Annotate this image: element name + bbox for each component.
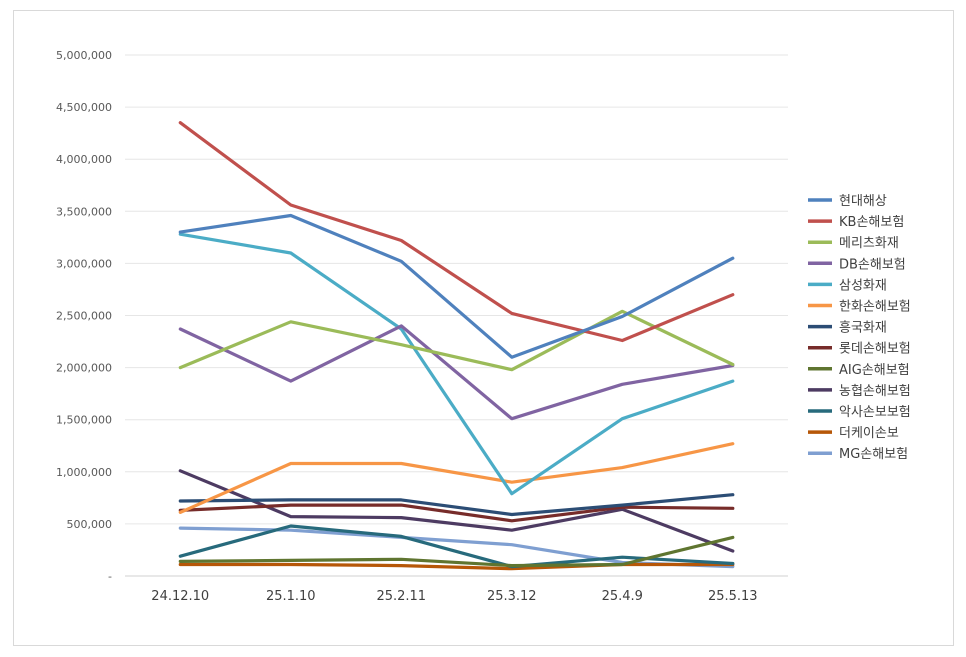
series-line	[178, 232, 735, 496]
y-tick-label: -	[108, 570, 112, 583]
legend-label: 더케이손보	[839, 426, 899, 441]
x-tick-label: 25.2.11	[376, 589, 426, 604]
series-lines	[178, 121, 735, 571]
series-line	[178, 535, 735, 568]
x-tick-label: 24.12.10	[151, 589, 209, 604]
x-tick-label: 25.1.10	[266, 589, 316, 604]
legend-label: 악사손보보험	[839, 405, 911, 420]
y-tick-label: 4,500,000	[56, 101, 112, 114]
legend-label: 메리츠화재	[839, 236, 899, 251]
x-tick-label: 25.4.9	[602, 589, 643, 604]
y-tick-label: 500,000	[67, 518, 113, 531]
y-tick-label: 4,000,000	[56, 153, 112, 166]
series-line	[178, 442, 735, 515]
legend-label: 현대해상	[839, 194, 887, 209]
legend-label: KB손해보험	[839, 215, 904, 230]
series-line	[178, 309, 735, 372]
series-line	[178, 493, 735, 517]
y-tick-label: 1,500,000	[56, 414, 112, 427]
chart-frame	[13, 10, 954, 646]
series-line	[178, 213, 735, 359]
legend-label: 흥국화재	[839, 321, 887, 336]
legend-label: 롯데손해보험	[839, 342, 911, 357]
series-line	[178, 503, 735, 523]
legend-label: 농협손해보험	[839, 384, 911, 399]
y-tick-label: 3,500,000	[56, 205, 112, 218]
legend-label: AIG손해보험	[839, 363, 910, 378]
x-axis-ticks: 24.12.10 25.1.10 25.2.11 25.3.12 25.4.9 25.5.…	[151, 589, 757, 604]
legend-label: 한화손해보험	[839, 300, 911, 315]
legend-label: DB손해보험	[839, 257, 906, 272]
y-tick-label: 1,000,000	[56, 466, 112, 479]
y-tick-label: 2,500,000	[56, 310, 112, 323]
series-line	[178, 562, 735, 571]
legend-label: 삼성화재	[839, 278, 887, 293]
series-line	[178, 121, 735, 343]
gridlines	[125, 54, 788, 577]
series-line	[178, 324, 735, 421]
y-axis-ticks: - 500,000 1,000,000 1,500,000 2,000,000 2,500…	[56, 49, 112, 583]
y-tick-label: 3,000,000	[56, 257, 112, 270]
series-line	[178, 469, 735, 553]
x-tick-label: 25.3.12	[487, 589, 537, 604]
series-line	[178, 524, 735, 569]
y-tick-label: 2,000,000	[56, 362, 112, 375]
legend-label: MG손해보험	[839, 447, 908, 462]
y-tick-label: 5,000,000	[56, 49, 112, 62]
x-tick-label: 25.5.13	[708, 589, 758, 604]
